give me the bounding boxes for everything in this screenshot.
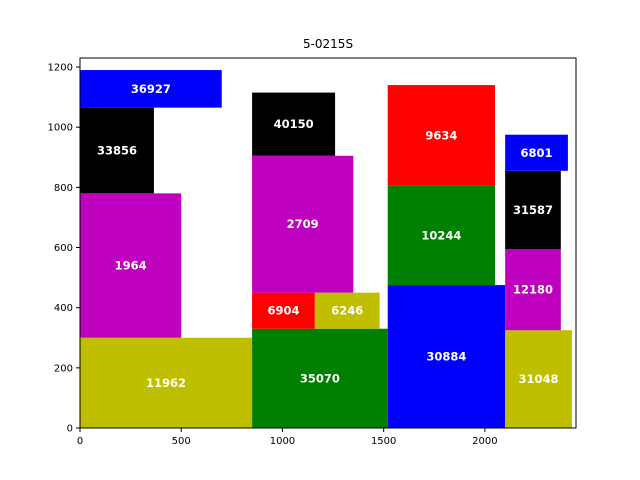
y-axis: 0 200 400 600 800 1000 1200 (48, 63, 80, 435)
rect-36927 (80, 70, 222, 108)
x-tick-label: 1500 (371, 436, 396, 447)
rect-label-6801: 6801 (521, 146, 553, 160)
y-tick-label: 600 (54, 243, 73, 254)
rect-label-35070: 35070 (300, 371, 340, 385)
rectangles-layer: 11962 1964 33856 36927 35070 6904 6246 2709 4015… (80, 70, 572, 428)
rect-label-12180: 12180 (513, 283, 553, 297)
rect-label-40150: 40150 (274, 117, 314, 131)
chart-title: 5-0215S (303, 37, 353, 51)
rect-30884 (387, 285, 506, 428)
y-tick-label: 1200 (48, 63, 73, 74)
rect-label-2709: 2709 (287, 217, 319, 231)
rect-label-1964: 1964 (115, 259, 147, 273)
y-tick-label: 1000 (48, 123, 73, 134)
y-tick-label: 400 (54, 303, 73, 314)
rect-label-9634: 9634 (425, 128, 457, 142)
y-tick-label: 800 (54, 183, 73, 194)
plot-frame (79, 57, 577, 429)
x-tick-label: 1000 (270, 436, 295, 447)
rect-label-31048: 31048 (519, 372, 559, 386)
x-tick-label: 500 (172, 436, 191, 447)
rect-12180 (505, 249, 561, 331)
rect-1964 (80, 193, 182, 338)
x-tick-label: 0 (77, 436, 83, 447)
rect-9634 (387, 85, 496, 186)
rect-31048 (505, 330, 572, 428)
rect-6801 (505, 134, 568, 171)
x-tick-label: 2000 (472, 436, 497, 447)
rect-33856 (80, 107, 154, 194)
rect-6904 (252, 292, 315, 329)
rect-35070 (252, 328, 388, 428)
rect-label-10244: 10244 (421, 228, 461, 242)
y-tick-label: 200 (54, 363, 73, 374)
rect-label-36927: 36927 (131, 82, 171, 96)
rect-31587 (505, 170, 561, 250)
rect-label-6904: 6904 (267, 304, 299, 318)
x-axis: 0 500 1000 1500 2000 (77, 428, 498, 447)
rect-label-31587: 31587 (513, 203, 553, 217)
rect-10244 (387, 185, 496, 286)
rect-label-30884: 30884 (426, 350, 466, 364)
rect-label-6246: 6246 (331, 304, 363, 318)
rect-11962 (80, 337, 253, 428)
rect-2709 (252, 155, 354, 293)
y-tick-label: 0 (67, 424, 73, 435)
rect-6246 (314, 292, 380, 329)
rect-label-33856: 33856 (97, 144, 137, 158)
rect-label-11962: 11962 (146, 376, 186, 390)
rect-40150 (252, 92, 336, 156)
